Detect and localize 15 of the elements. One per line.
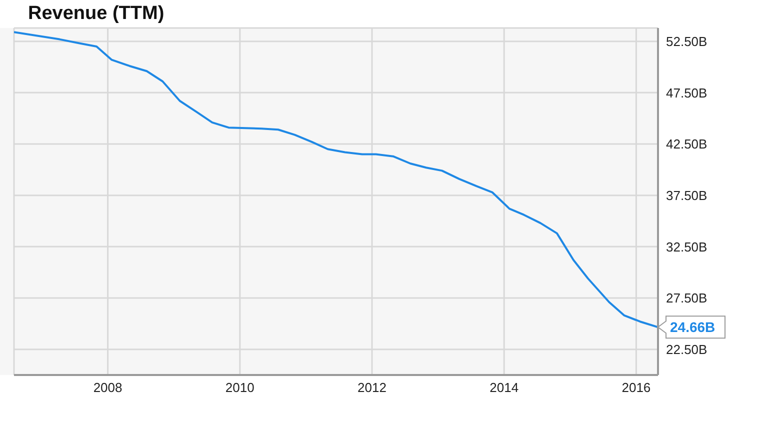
x-tick-label: 2016	[622, 380, 651, 396]
y-tick-label: 37.50B	[666, 188, 708, 203]
y-tick-label: 47.50B	[666, 85, 708, 100]
line-series	[14, 31, 658, 328]
y-tick-label: 42.50B	[666, 136, 708, 152]
y-tick-label: 22.50B	[666, 342, 708, 357]
x-tick-label: 2012	[358, 380, 386, 396]
x-tick-label: 2014	[490, 380, 519, 396]
chart-title: Revenue (TTM)	[16, 2, 176, 26]
x-tick-label: 2008	[93, 380, 122, 396]
x-tick-label: 2010	[225, 380, 254, 396]
data-label: 24.66B	[670, 319, 716, 336]
y-tick-label: 27.50B	[666, 290, 708, 306]
y-tick-label: 32.50B	[666, 239, 708, 254]
y-tick-label: 52.50B	[666, 34, 708, 49]
